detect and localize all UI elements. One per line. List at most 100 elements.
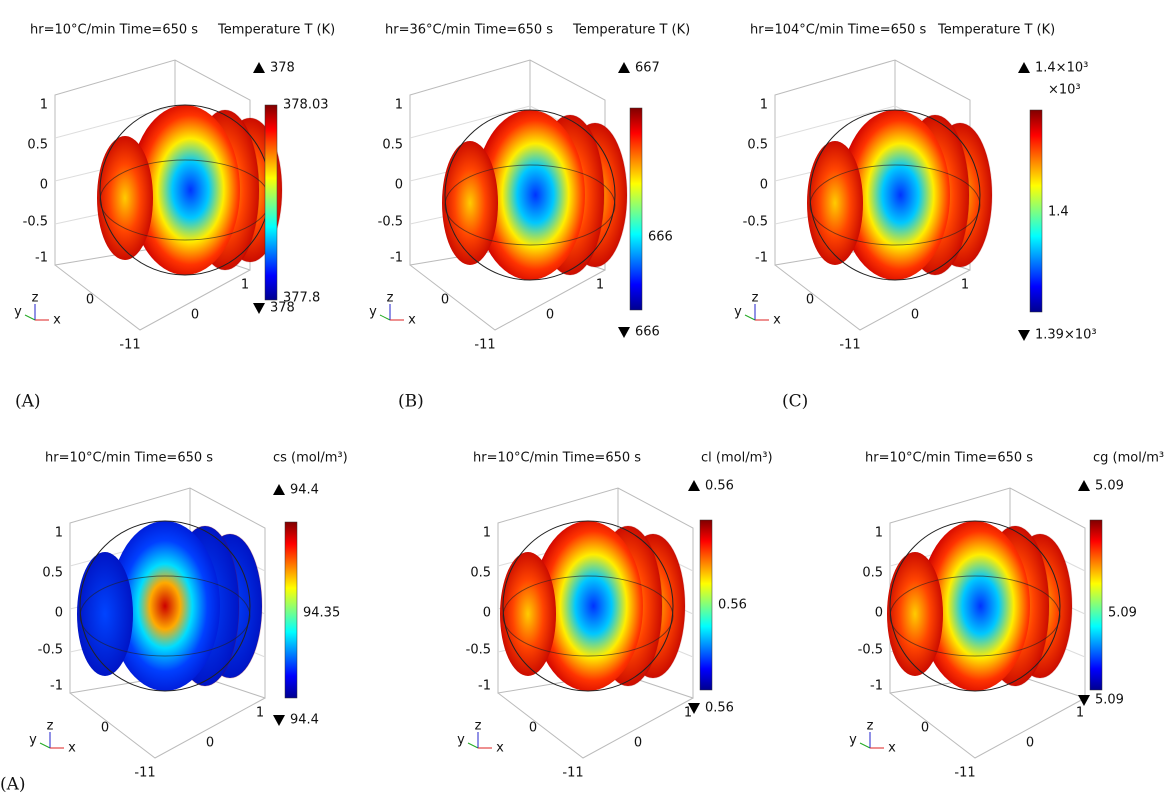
triad-label: y — [14, 305, 22, 320]
triad-label: x — [888, 741, 896, 756]
floor-tick-label: -11 — [954, 766, 975, 781]
z-tick-label: 0 — [55, 606, 63, 621]
max-marker — [1078, 480, 1090, 491]
floor-tick-label: 1 — [256, 706, 264, 721]
colorbar — [1029, 109, 1043, 313]
panel-label: (B) — [398, 392, 424, 412]
panel-title: hr=36°C/min Time=650 s — [385, 23, 553, 38]
quantity-label: cs (mol/m³) — [273, 451, 348, 466]
grid-line — [54, 105, 176, 139]
quantity-label: Temperature T (K) — [217, 23, 335, 38]
triad-label: x — [773, 313, 781, 328]
colorbar-label: 666 — [648, 230, 673, 245]
min-label: 1.39×10³ — [1035, 328, 1097, 343]
body-core — [840, 110, 950, 280]
sphere-outline — [502, 520, 674, 692]
body-lobe — [97, 136, 153, 260]
floor-tick-label: 0 — [1026, 736, 1034, 751]
min-label: 666 — [635, 325, 660, 340]
floor — [774, 264, 971, 331]
floor-tick-label: 0 — [529, 721, 537, 736]
panel-title: hr=10°C/min Time=650 s — [865, 451, 1033, 466]
floor-tick-label: -11 — [119, 338, 140, 353]
floor-tick-label: 0 — [634, 736, 642, 751]
grid-line — [774, 105, 896, 139]
max-label: 94.4 — [290, 483, 319, 498]
floor-tick-label: -11 — [134, 766, 155, 781]
floor-tick-label: -11 — [562, 766, 583, 781]
colorbar — [629, 107, 643, 311]
z-tick-label: -0.5 — [858, 643, 883, 658]
max-marker — [688, 480, 700, 491]
triad-label: z — [387, 291, 394, 306]
triad-label: x — [496, 741, 504, 756]
triad-label: x — [408, 313, 416, 328]
colorbar — [1089, 519, 1103, 691]
equator — [502, 575, 674, 657]
floor-tick-label: 1 — [241, 278, 249, 293]
triad-label: z — [752, 291, 759, 306]
z-tick-label: -1 — [390, 251, 403, 266]
sphere-outline — [79, 520, 251, 692]
colorbar-label: 0.56 — [718, 598, 747, 613]
triad-label: z — [32, 291, 39, 306]
triad-y — [467, 742, 479, 749]
z-tick-label: -0.5 — [378, 215, 403, 230]
triad-y — [744, 314, 756, 321]
min-label: 94.4 — [290, 713, 319, 728]
sphere-outline — [809, 109, 981, 281]
floor — [497, 692, 694, 759]
min-label: 5.09 — [1095, 693, 1124, 708]
floor-tick-label: 0 — [911, 308, 919, 323]
floor-tick-label: 0 — [191, 308, 199, 323]
triad-label: x — [53, 313, 61, 328]
grid-line — [409, 105, 531, 139]
z-tick-label: 0 — [40, 178, 48, 193]
equator — [809, 164, 981, 246]
triad-label: y — [29, 733, 37, 748]
floor-tick-label: 0 — [921, 721, 929, 736]
z-tick-label: -0.5 — [38, 643, 63, 658]
z-tick-label: 0.5 — [747, 138, 768, 153]
z-tick-label: 0.5 — [27, 138, 48, 153]
max-marker — [1018, 62, 1030, 73]
triad-label: y — [849, 733, 857, 748]
floor-tick-label: 1 — [1076, 706, 1084, 721]
colorbar — [264, 104, 278, 301]
floor-tick-label: 1 — [596, 278, 604, 293]
sphere-outline — [889, 520, 1061, 692]
body-lobe — [807, 141, 863, 265]
body-lobe — [442, 141, 498, 265]
floor-tick-label: 0 — [546, 308, 554, 323]
min-marker — [253, 303, 265, 314]
panel-title: hr=104°C/min Time=650 s — [750, 23, 927, 38]
colorbar — [699, 519, 713, 691]
floor — [889, 692, 1086, 759]
colorbar-label: 377.8 — [283, 291, 320, 306]
triad-y — [379, 314, 391, 321]
body-lobe — [77, 552, 133, 676]
panel-title: hr=10°C/min Time=650 s — [30, 23, 198, 38]
panel-label: (C) — [782, 392, 808, 412]
triad-y — [859, 742, 871, 749]
triad-label: y — [734, 305, 742, 320]
colorbar-label: ×10³ — [1048, 83, 1081, 98]
floor — [409, 264, 606, 331]
z-tick-label: 1 — [55, 526, 63, 541]
z-tick-label: -1 — [870, 679, 883, 694]
panel-title: hr=10°C/min Time=650 s — [473, 451, 641, 466]
z-tick-label: 0.5 — [470, 566, 491, 581]
triad-label: y — [457, 733, 465, 748]
z-tick-label: 1 — [40, 98, 48, 113]
max-label: 5.09 — [1095, 479, 1124, 494]
max-marker — [618, 62, 630, 73]
z-tick-label: 0.5 — [382, 138, 403, 153]
min-marker — [1078, 695, 1090, 706]
floor-tick-label: -11 — [839, 338, 860, 353]
max-label: 0.56 — [705, 479, 734, 494]
floor-tick-label: 0 — [206, 736, 214, 751]
quantity-label: Temperature T (K) — [572, 23, 690, 38]
equator — [79, 575, 251, 657]
panel-label: (A) — [15, 392, 41, 412]
